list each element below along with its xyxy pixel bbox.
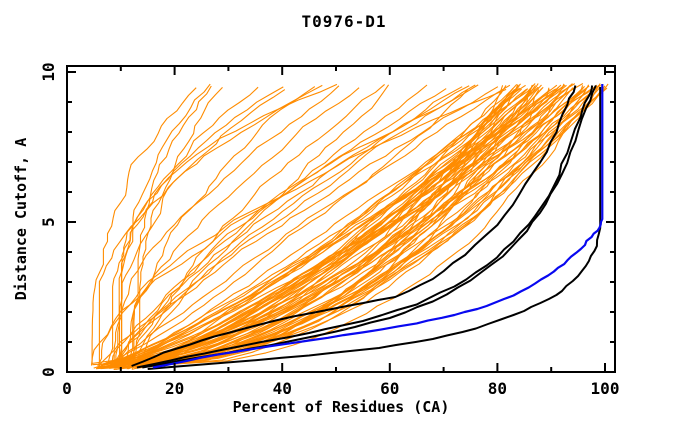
orange-model-curve — [136, 84, 390, 368]
y-tick-label: 10 — [39, 62, 58, 81]
orange-model-curve — [127, 89, 540, 369]
orange-model-curve — [100, 86, 602, 370]
x-tick-label: 40 — [273, 379, 292, 398]
orange-model-curve — [110, 87, 587, 365]
y-tick-label: 5 — [39, 217, 58, 227]
orange-model-curve — [129, 89, 586, 364]
orange-model-curve — [113, 85, 536, 370]
orange-model-curve — [116, 84, 428, 366]
orange-model-curve — [98, 84, 566, 368]
y-tick-label: 0 — [39, 367, 58, 377]
orange-model-curve — [116, 85, 585, 367]
orange-model-curve — [113, 86, 463, 368]
orange-model-curve — [111, 86, 536, 365]
blue-reference-curve — [152, 84, 604, 369]
orange-model-curve — [95, 83, 609, 370]
orange-model-curve — [134, 89, 603, 369]
orange-model-curve — [119, 84, 534, 366]
orange-model-curve — [116, 84, 511, 368]
black-curve-3 — [142, 85, 597, 369]
orange-model-curve — [120, 83, 576, 366]
orange-model-curve — [125, 87, 360, 369]
x-tick-label: 100 — [591, 379, 620, 398]
blue-curve — [152, 84, 604, 369]
x-tick-label: 20 — [165, 379, 184, 398]
orange-model-curve — [127, 88, 528, 370]
orange-model-curve — [113, 85, 340, 364]
orange-model-curve — [97, 88, 507, 367]
orange-model-curve — [131, 85, 212, 369]
orange-model-curve — [91, 84, 602, 365]
tick-labels: 0 20 40 60 80 100 0 5 10 — [39, 62, 619, 398]
orange-model-curve — [137, 87, 608, 369]
axes-frame-and-ticks — [66, 65, 616, 373]
orange-model-curve — [132, 89, 532, 368]
orange-model-curve — [91, 87, 197, 365]
x-tick-label: 80 — [488, 379, 507, 398]
orange-model-curve — [122, 88, 534, 364]
black-curve-1 — [131, 85, 577, 367]
black-curve-2 — [136, 85, 594, 369]
chart-title: T0976-D1 — [301, 12, 386, 31]
orange-model-curve — [134, 87, 223, 365]
black-highlight-curves — [131, 85, 602, 370]
orange-model-curve — [92, 85, 584, 366]
x-tick-label: 0 — [62, 379, 72, 398]
orange-ensemble-curves — [90, 83, 609, 371]
orange-model-curve — [114, 84, 476, 364]
orange-model-curve — [99, 89, 468, 368]
orange-model-curve — [129, 84, 533, 368]
orange-model-curve — [135, 83, 385, 368]
orange-model-curve — [111, 88, 447, 364]
orange-model-curve — [120, 83, 536, 363]
y-axis-title: Distance Cutoff, A — [12, 138, 30, 301]
black-curve-4 — [147, 87, 602, 370]
orange-model-curve — [131, 86, 539, 365]
x-tick-label: 60 — [380, 379, 399, 398]
orange-model-curve — [97, 87, 575, 370]
orange-model-curve — [131, 85, 520, 370]
orange-model-curve — [98, 84, 323, 368]
orange-model-curve — [107, 83, 338, 365]
orange-model-curve — [129, 86, 316, 364]
orange-model-curve — [108, 84, 519, 368]
x-axis-title: Percent of Residues (CA) — [233, 398, 450, 416]
